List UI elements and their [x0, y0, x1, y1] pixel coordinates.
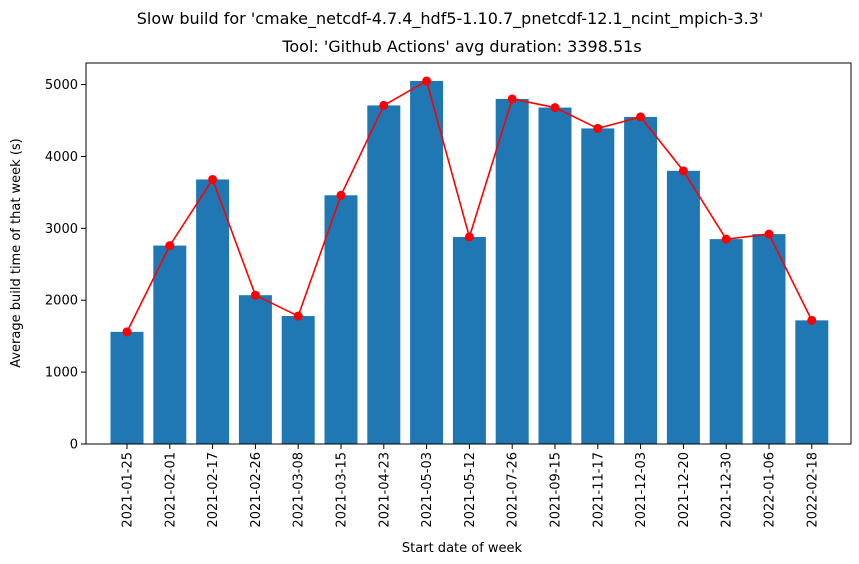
x-tick-label: 2021-02-17: [206, 452, 221, 528]
line-point: [464, 232, 474, 242]
x-tick-label: 2022-01-06: [763, 452, 778, 528]
bar: [324, 195, 358, 444]
line-point: [122, 327, 132, 337]
x-tick-label: 2021-03-08: [292, 452, 307, 528]
bar: [367, 105, 401, 444]
y-tick-label: 4000: [45, 150, 78, 165]
bar: [709, 239, 743, 444]
line-point: [550, 103, 560, 113]
x-tick-label: 2021-09-15: [549, 452, 564, 528]
bar: [538, 107, 572, 444]
x-tick-label: 2021-05-03: [420, 452, 435, 528]
x-axis-label: Start date of week: [402, 541, 523, 556]
line-point: [379, 100, 389, 110]
line-point: [764, 229, 774, 239]
y-axis-label: Average build time of that week (s): [9, 138, 24, 368]
chart-title: Slow build for 'cmake_netcdf-4.7.4_hdf5-…: [137, 9, 764, 29]
plot-area: 0 1000 2000 3000 4000 5000 2021-01-25 2021-02-0…: [45, 76, 829, 528]
bar: [752, 234, 786, 444]
x-tick-label: 2021-02-01: [163, 452, 178, 528]
x-tick-label: 2021-11-17: [591, 452, 606, 528]
bar: [281, 316, 315, 444]
bar: [795, 320, 829, 444]
line-point: [293, 311, 303, 321]
line-point: [208, 174, 218, 184]
line-point: [422, 76, 432, 86]
bar: [452, 236, 486, 444]
line-point: [507, 94, 517, 104]
line-point: [336, 190, 346, 200]
x-tick-label: 2021-02-26: [249, 452, 264, 528]
line-point: [678, 166, 688, 176]
y-tick-label: 1000: [45, 366, 78, 381]
y-tick-label: 0: [70, 438, 78, 453]
y-tick-label: 2000: [45, 294, 78, 309]
x-tick-label: 2021-01-25: [121, 452, 136, 528]
y-tick-label: 3000: [45, 222, 78, 237]
line-point: [593, 123, 603, 133]
x-tick-label: 2021-05-12: [463, 452, 478, 528]
bar: [495, 98, 529, 445]
bar: [410, 80, 444, 445]
plot-frame: [85, 62, 852, 445]
line-point: [165, 241, 175, 251]
chart-subtitle: Tool: 'Github Actions' avg duration: 339…: [281, 37, 641, 56]
bar: [581, 128, 615, 444]
y-tick-label: 5000: [45, 78, 78, 93]
bar: [238, 295, 272, 444]
line-point: [636, 112, 646, 122]
bar: [624, 116, 658, 444]
x-tick-label: 2021-12-20: [677, 452, 692, 528]
bar: [666, 170, 700, 444]
x-tick-label: 2021-12-03: [634, 452, 649, 528]
x-tick-label: 2021-12-30: [720, 452, 735, 528]
bar: [153, 245, 187, 444]
bar: [110, 331, 144, 444]
x-tick-label: 2021-07-26: [506, 452, 521, 528]
bar: [196, 179, 230, 444]
x-tick-label: 2022-02-18: [805, 452, 820, 528]
line-point: [807, 315, 817, 325]
x-tick-label: 2021-03-15: [335, 452, 350, 528]
line-point: [721, 234, 731, 244]
line-point: [250, 290, 260, 300]
x-tick-label: 2021-04-23: [377, 452, 392, 528]
